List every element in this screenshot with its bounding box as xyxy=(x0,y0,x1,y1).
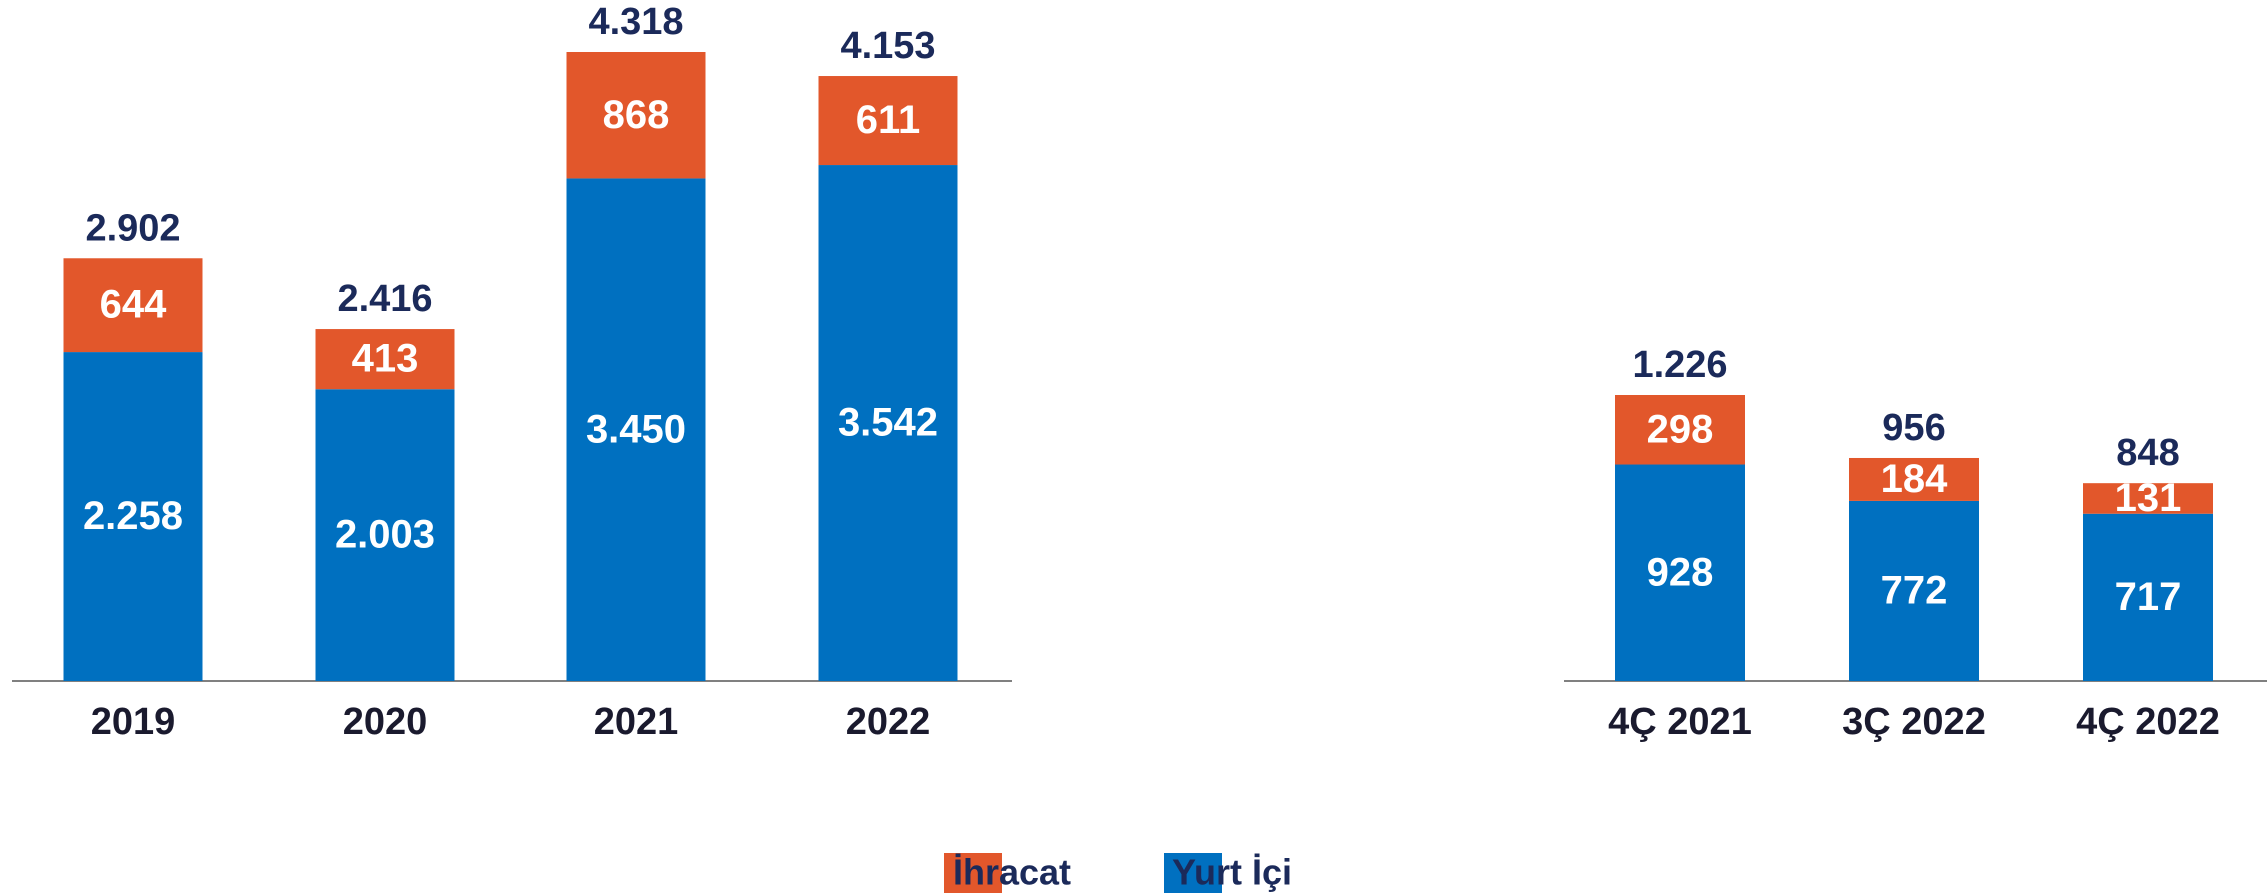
value-label: 298 xyxy=(1647,407,1714,451)
value-label: 868 xyxy=(603,93,670,137)
bar-segment xyxy=(315,389,455,681)
legend-label: Yurt İçi xyxy=(1172,852,1292,893)
total-label: 4.153 xyxy=(840,25,935,67)
bar-segment xyxy=(63,258,203,353)
total-label: 848 xyxy=(2116,432,2179,474)
category-label: 4Ç 2022 xyxy=(2076,701,2220,743)
bar-segment xyxy=(1615,395,1745,465)
total-label: 1.226 xyxy=(1632,344,1727,386)
legend-swatch xyxy=(944,853,1002,893)
legend-swatch xyxy=(1164,853,1222,893)
bar-segment xyxy=(566,52,706,179)
bar-segment xyxy=(1849,500,1979,681)
value-label: 2.003 xyxy=(335,513,435,557)
value-label: 772 xyxy=(1881,569,1948,613)
legend-label: İhracat xyxy=(953,852,1071,893)
category-label: 3Ç 2022 xyxy=(1842,701,1986,743)
category-label: 2021 xyxy=(594,701,679,743)
bar-segment xyxy=(1849,457,1979,501)
bar-segment xyxy=(2083,483,2213,514)
value-label: 611 xyxy=(856,98,921,142)
value-label: 413 xyxy=(352,337,419,381)
total-label: 956 xyxy=(1882,407,1945,449)
bar-segment xyxy=(818,76,958,166)
category-label: 2019 xyxy=(91,701,176,743)
category-label: 2020 xyxy=(343,701,428,743)
value-label: 2.258 xyxy=(83,494,183,538)
total-label: 2.416 xyxy=(337,278,432,320)
value-label: 131 xyxy=(2115,476,2182,520)
bar-segment xyxy=(63,352,203,681)
category-label: 4Ç 2021 xyxy=(1608,701,1752,743)
total-label: 4.318 xyxy=(588,1,683,43)
value-label: 717 xyxy=(2115,575,2182,619)
bar-segment xyxy=(2083,513,2213,681)
value-label: 184 xyxy=(1881,457,1948,501)
value-label: 3.450 xyxy=(586,407,686,451)
bar-segment xyxy=(818,165,958,681)
category-label: 2022 xyxy=(846,701,931,743)
bar-segment xyxy=(315,329,455,390)
value-label: 3.542 xyxy=(838,401,938,445)
bar-segment xyxy=(566,178,706,681)
value-label: 928 xyxy=(1647,550,1714,594)
total-label: 2.902 xyxy=(85,207,180,249)
value-label: 644 xyxy=(100,283,167,327)
bar-segment xyxy=(1615,464,1745,681)
